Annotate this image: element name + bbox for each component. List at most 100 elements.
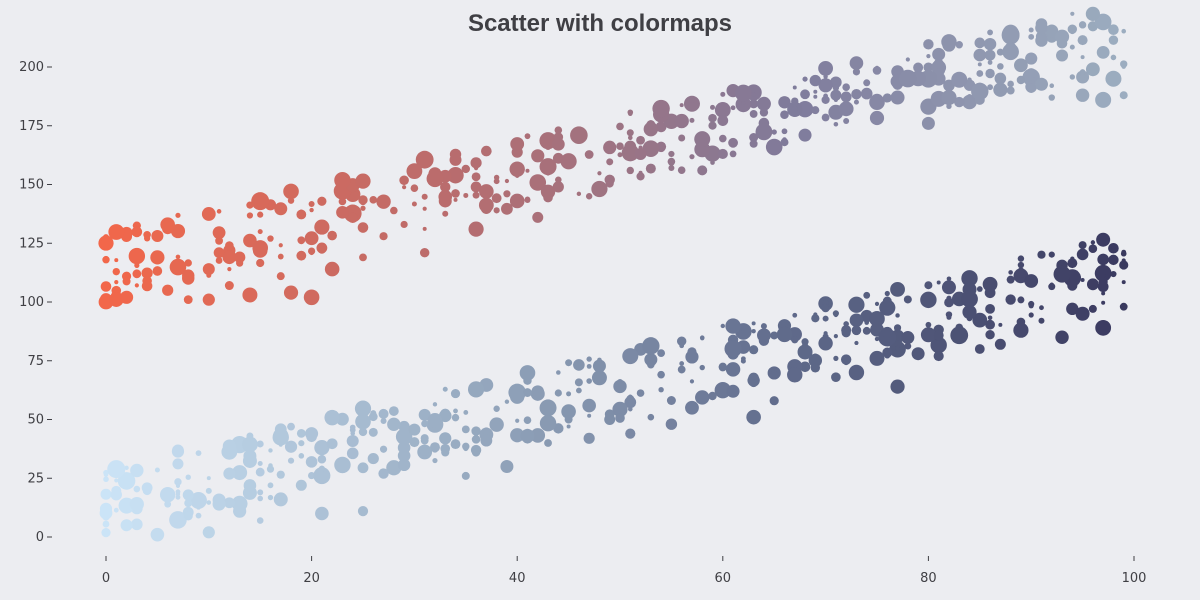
scatter-point bbox=[597, 171, 602, 176]
scatter-point bbox=[872, 66, 882, 75]
scatter-point bbox=[524, 197, 531, 204]
scatter-point bbox=[560, 153, 577, 170]
scatter-point bbox=[100, 488, 112, 500]
scatter-point bbox=[422, 206, 427, 211]
scatter-point bbox=[830, 89, 842, 101]
scatter-point bbox=[349, 424, 356, 431]
scatter-point bbox=[1013, 322, 1029, 338]
scatter-point bbox=[652, 99, 670, 118]
y-tick-label: 75 bbox=[27, 354, 44, 369]
scatter-point bbox=[162, 284, 174, 296]
scatter-point bbox=[890, 90, 905, 105]
scatter-point bbox=[685, 400, 699, 415]
scatter-point bbox=[461, 471, 470, 480]
scatter-point bbox=[1002, 43, 1019, 61]
scatter-point bbox=[519, 365, 536, 381]
scatter-point bbox=[830, 76, 842, 89]
scatter-point bbox=[1101, 300, 1106, 305]
scatter-point bbox=[976, 70, 984, 77]
scatter-point bbox=[1006, 86, 1015, 95]
scatter-point bbox=[749, 133, 759, 142]
scatter-point bbox=[233, 251, 246, 263]
scatter-point bbox=[468, 221, 484, 237]
scatter-point bbox=[771, 129, 777, 135]
scatter-point bbox=[606, 158, 614, 166]
scatter-point bbox=[800, 89, 810, 100]
scatter-point bbox=[195, 512, 202, 519]
scatter-point bbox=[714, 382, 731, 399]
scatter-point bbox=[153, 267, 162, 276]
scatter-point bbox=[132, 269, 142, 279]
scatter-point bbox=[482, 427, 490, 435]
scatter-point bbox=[107, 460, 126, 479]
scatter-point bbox=[509, 161, 525, 177]
scatter-point bbox=[810, 363, 821, 373]
scatter-point bbox=[355, 413, 371, 430]
scatter-point bbox=[984, 49, 996, 61]
scatter-point bbox=[267, 482, 274, 489]
scatter-point bbox=[225, 241, 234, 250]
scatter-point bbox=[840, 91, 852, 103]
scatter-point bbox=[252, 240, 268, 256]
scatter-point bbox=[802, 76, 808, 82]
scatter-point bbox=[843, 118, 850, 125]
y-tick-label: 0 bbox=[36, 530, 44, 545]
scatter-point bbox=[725, 318, 741, 334]
scatter-point bbox=[677, 365, 686, 374]
scatter-point bbox=[994, 72, 1007, 85]
scatter-point bbox=[150, 250, 165, 265]
scatter-point bbox=[832, 84, 840, 91]
scatter-point bbox=[284, 440, 298, 453]
scatter-point bbox=[961, 270, 978, 287]
scatter-point bbox=[402, 423, 407, 428]
scatter-point bbox=[539, 399, 557, 417]
scatter-point bbox=[994, 338, 1006, 350]
scatter-point bbox=[529, 174, 547, 191]
scatter-point bbox=[751, 328, 756, 334]
scatter-point bbox=[708, 391, 717, 401]
scatter-point bbox=[246, 432, 254, 440]
scatter-point bbox=[676, 336, 687, 346]
scatter-point bbox=[884, 290, 890, 297]
scatter-point bbox=[309, 207, 314, 213]
scatter-point bbox=[390, 206, 398, 215]
scatter-point bbox=[268, 448, 273, 453]
scatter-point bbox=[539, 158, 557, 176]
scatter-point bbox=[520, 428, 535, 443]
scatter-point bbox=[120, 519, 133, 532]
scatter-point bbox=[1110, 270, 1117, 278]
scatter-point bbox=[470, 157, 482, 169]
scatter-point bbox=[890, 282, 905, 297]
scatter-point bbox=[849, 56, 864, 70]
scatter-point bbox=[974, 344, 985, 354]
scatter-point bbox=[182, 489, 194, 501]
scatter-point bbox=[246, 212, 254, 219]
scatter-point bbox=[1055, 330, 1069, 344]
scatter-point bbox=[380, 418, 387, 425]
scatter-point bbox=[185, 474, 191, 480]
scatter-point bbox=[813, 89, 818, 94]
scatter-point bbox=[1048, 283, 1056, 291]
scatter-point bbox=[1111, 247, 1116, 253]
scatter-point bbox=[1101, 291, 1106, 296]
scatter-point bbox=[1111, 244, 1116, 249]
scatter-point bbox=[911, 347, 925, 361]
scatter-point bbox=[479, 184, 494, 199]
scatter-point bbox=[923, 39, 934, 50]
scatter-point bbox=[272, 429, 289, 446]
scatter-point bbox=[848, 296, 865, 313]
scatter-point bbox=[113, 507, 119, 513]
scatter-point bbox=[131, 518, 143, 531]
scatter-point bbox=[998, 322, 1003, 327]
scatter-point bbox=[243, 233, 257, 248]
scatter-point bbox=[1045, 24, 1059, 38]
scatter-point bbox=[370, 410, 377, 417]
scatter-series-2 bbox=[99, 232, 1129, 542]
scatter-point bbox=[961, 290, 978, 308]
scatter-point bbox=[1006, 275, 1015, 284]
scatter-point bbox=[823, 74, 828, 79]
scatter-point bbox=[1028, 27, 1034, 33]
scatter-point bbox=[236, 259, 244, 267]
scatter-point bbox=[387, 417, 401, 432]
scatter-point bbox=[114, 280, 119, 285]
